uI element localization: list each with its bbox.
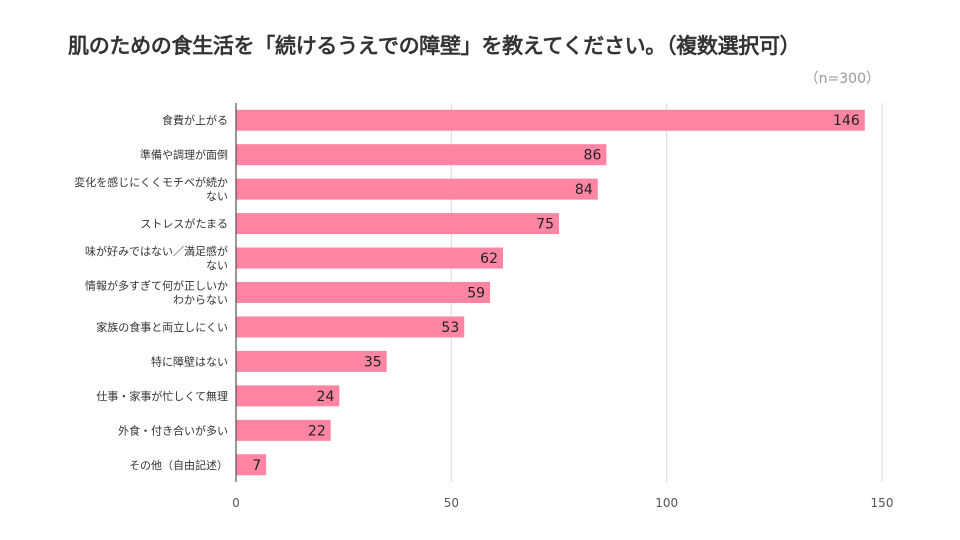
category-label: ない (206, 190, 228, 203)
data-label: 62 (480, 251, 498, 267)
data-label: 22 (308, 423, 326, 439)
data-label: 86 (584, 148, 602, 164)
chart-title: 肌のための食生活を「続けるうえでの障壁」を教えてください。（複数選択可） (68, 34, 801, 58)
bar (236, 144, 607, 166)
category-label: 家族の食事と両立しにくい (96, 320, 228, 334)
category-label: ない (206, 259, 228, 272)
x-tick-label: 150 (871, 496, 894, 510)
data-label: 53 (441, 320, 459, 336)
bar (236, 109, 865, 131)
x-tick-label: 100 (655, 496, 678, 510)
data-label: 75 (536, 217, 554, 233)
bar (236, 247, 504, 269)
category-label: 食費が上がる (162, 113, 228, 127)
category-label: 外食・付き合いが多い (118, 423, 228, 437)
bar (236, 282, 491, 303)
category-label: わからない (173, 294, 228, 307)
data-label: 59 (467, 286, 485, 302)
x-tick-label: 0 (232, 496, 240, 510)
category-label: 仕事・家事が忙しくて無理 (96, 389, 228, 403)
category-label: ストレスがたまる (140, 217, 228, 231)
bar (236, 454, 267, 476)
category-label: 準備や調理が面倒 (140, 148, 228, 162)
data-label: 7 (252, 458, 261, 474)
category-label: 情報が多すぎて何が正しいか (85, 279, 228, 293)
bar (236, 316, 465, 338)
x-tick-label: 50 (444, 496, 459, 510)
bar (236, 178, 598, 200)
data-label: 84 (575, 182, 593, 198)
bar (236, 385, 340, 407)
chart-subtitle: （n=300） (804, 71, 880, 87)
data-label: 24 (317, 389, 335, 405)
data-label: 35 (364, 354, 382, 370)
category-label: 変化を感じにくくモチベが続か (74, 175, 228, 189)
category-label: 特に障壁はない (151, 354, 228, 368)
bar (236, 350, 387, 372)
bar (236, 213, 559, 235)
category-label: 味が好みではない／満足感が (85, 244, 228, 258)
data-label: 146 (833, 113, 860, 129)
category-label: その他（自由記述） (129, 458, 228, 472)
bar (236, 419, 331, 441)
